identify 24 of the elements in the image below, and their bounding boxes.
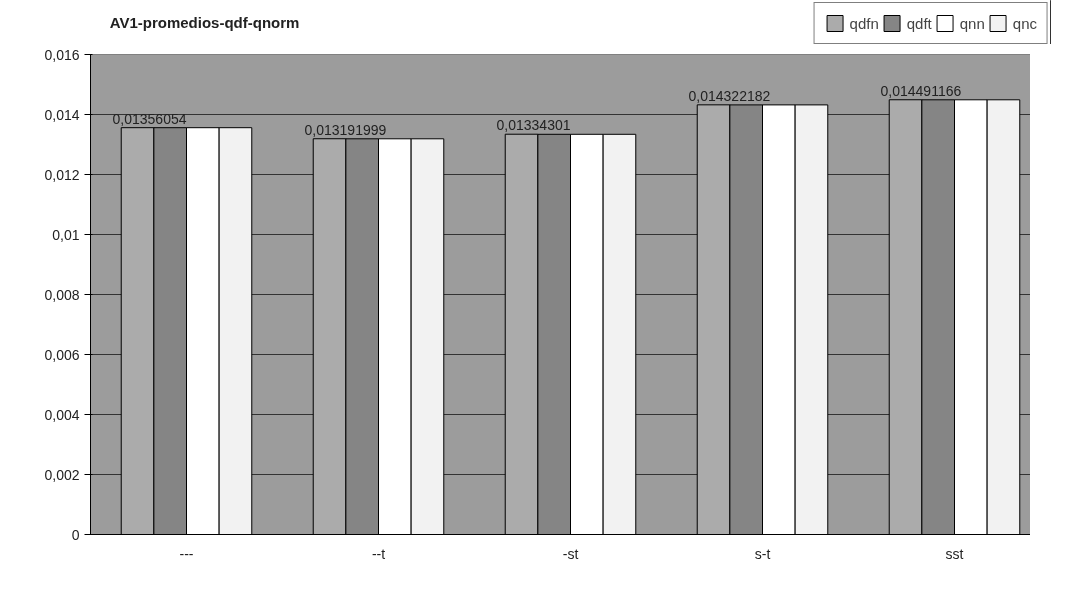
y-tick-label: 0,01 — [52, 226, 80, 243]
y-tick-label: 0,002 — [44, 466, 80, 483]
y-tick-label: 0,012 — [44, 166, 80, 183]
legend-label: qnn — [959, 14, 985, 32]
x-tick-label: sst — [945, 545, 964, 562]
x-tick-label: -st — [562, 545, 579, 562]
chart-title: AV1-promedios-qdf-qnorm — [109, 14, 300, 31]
data-label: 0,014322182 — [688, 87, 771, 104]
x-tick-label: --- — [179, 545, 194, 562]
y-tick-label: 0,016 — [44, 46, 80, 63]
x-tick-label: --t — [371, 545, 386, 562]
x-tick-label: s-t — [754, 545, 771, 562]
data-label: 0,013191999 — [304, 121, 387, 138]
data-label: 0,01356054 — [112, 110, 187, 127]
legend-label: qdft — [906, 14, 932, 32]
y-tick-label: 0,006 — [44, 346, 80, 363]
legend-label: qdfn — [849, 14, 879, 32]
y-tick-label: 0,004 — [44, 406, 80, 423]
data-label: 0,014491166 — [880, 82, 962, 99]
y-tick-label: 0,008 — [44, 286, 80, 303]
y-tick-label: 0 — [71, 526, 80, 543]
legend-label: qnc — [1012, 14, 1037, 32]
y-tick-label: 0,014 — [44, 106, 80, 123]
data-label: 0,01334301 — [496, 117, 571, 134]
